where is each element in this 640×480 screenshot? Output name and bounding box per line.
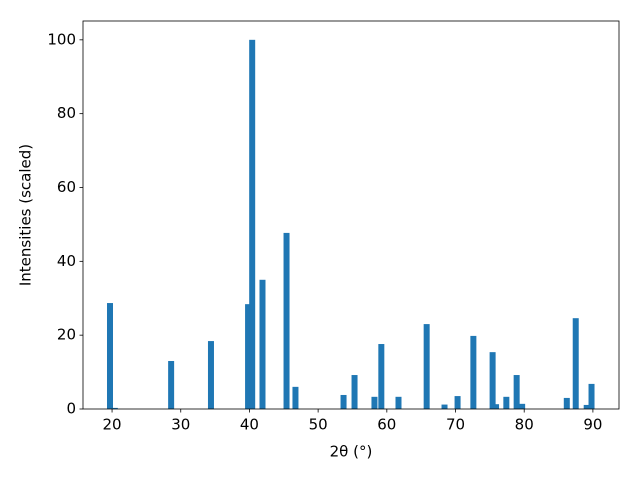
bar — [249, 39, 256, 409]
y-tick-label: 0 — [66, 400, 76, 418]
y-tick-label: 80 — [57, 104, 76, 122]
bar — [503, 396, 510, 409]
bar — [245, 304, 252, 409]
bar — [351, 375, 358, 409]
bar — [111, 407, 118, 409]
y-axis-label: Intensities (scaled) — [17, 144, 35, 286]
y-tick-label: 40 — [57, 252, 76, 270]
bar — [583, 404, 590, 409]
x-tick-label: 50 — [309, 416, 328, 434]
x-tick-label: 30 — [171, 416, 190, 434]
bar — [572, 318, 579, 409]
bar — [519, 403, 526, 409]
x-tick-label: 40 — [240, 416, 259, 434]
x-tick-label: 80 — [515, 416, 534, 434]
y-tick-label: 60 — [57, 178, 76, 196]
x-tick-label: 90 — [583, 416, 602, 434]
bar — [207, 341, 214, 409]
bar — [489, 352, 496, 409]
bar — [563, 397, 570, 409]
plot-frame — [82, 20, 620, 410]
x-axis-label: 2θ (°) — [330, 443, 373, 461]
x-tick-label: 20 — [103, 416, 122, 434]
bar — [395, 396, 402, 409]
bar — [371, 396, 378, 409]
bar — [493, 404, 500, 409]
bar — [441, 404, 448, 409]
bar — [588, 383, 595, 409]
bar — [423, 324, 430, 409]
x-tick-label: 60 — [377, 416, 396, 434]
bar — [168, 361, 175, 409]
bar — [106, 303, 113, 409]
y-tick-label: 100 — [47, 30, 76, 48]
y-tick-label: 20 — [57, 326, 76, 344]
bar — [292, 386, 299, 409]
bar — [259, 279, 266, 409]
x-tick-label: 70 — [446, 416, 465, 434]
bar — [340, 394, 347, 409]
bar — [470, 335, 477, 409]
bar — [283, 232, 290, 409]
bar — [513, 375, 520, 409]
bar — [454, 396, 461, 409]
bar — [378, 344, 385, 409]
